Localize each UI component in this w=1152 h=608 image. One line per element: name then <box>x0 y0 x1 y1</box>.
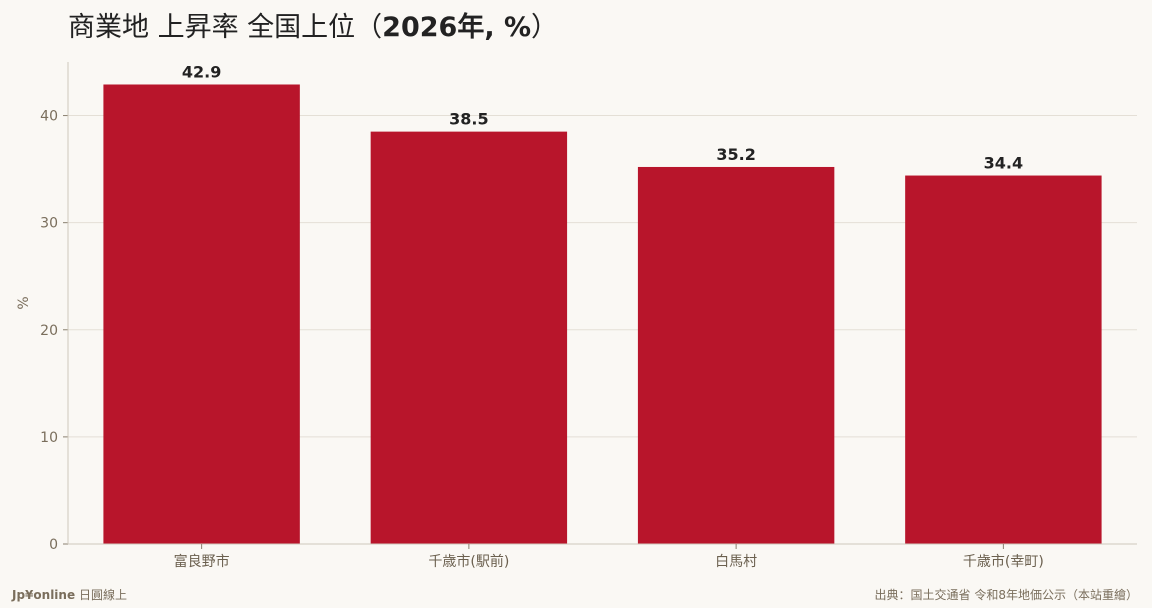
x-tick-label: 千歳市(幸町) <box>963 553 1044 570</box>
y-tick-label: 30 <box>40 216 58 232</box>
chart-title-paren-close: ） <box>531 12 559 43</box>
y-tick-label: 0 <box>49 537 58 553</box>
axes: 0 10 20 30 40% 富良野市 千歳市(駅前) 白馬村 千歳市(幸町) <box>16 62 1137 570</box>
x-tick-label: 富良野市 <box>174 553 230 570</box>
footer-brand: Jp¥online 日圓線上 <box>12 586 127 603</box>
y-tick-label: 40 <box>40 109 58 125</box>
x-tick-label: 千歳市(駅前) <box>428 553 509 570</box>
y-tick-label: 10 <box>40 430 58 446</box>
y-tick-label: 20 <box>40 323 58 339</box>
bar-value-label: 42.9 <box>182 62 221 81</box>
bars <box>103 84 1102 545</box>
y-axis-label: % <box>16 296 32 309</box>
brand-suffix: 日圓線上 <box>78 588 127 602</box>
bar-value-label: 35.2 <box>716 145 755 164</box>
bar <box>103 84 300 544</box>
bar-value-label: 38.5 <box>449 110 488 129</box>
footer-source: 出典：国土交通省 令和8年地価公示（本站重繪） <box>874 588 1138 602</box>
chart-title-year-unit: 2026年, % <box>382 12 532 43</box>
chart-title-main: 商業地 上昇率 全国上位 <box>68 12 356 43</box>
bar <box>637 166 835 545</box>
bar <box>370 131 568 544</box>
chart-title: 商業地 上昇率 全国上位（2026年, %） <box>68 10 558 46</box>
bar-value-label: 34.4 <box>984 154 1023 173</box>
brand-name: Jp¥online <box>12 588 76 602</box>
chart-title-paren-open: （ <box>355 12 383 43</box>
value-labels: 42.9 38.5 35.2 34.4 <box>182 62 1023 172</box>
x-tick-label: 白馬村 <box>715 554 757 570</box>
bar <box>905 175 1102 544</box>
